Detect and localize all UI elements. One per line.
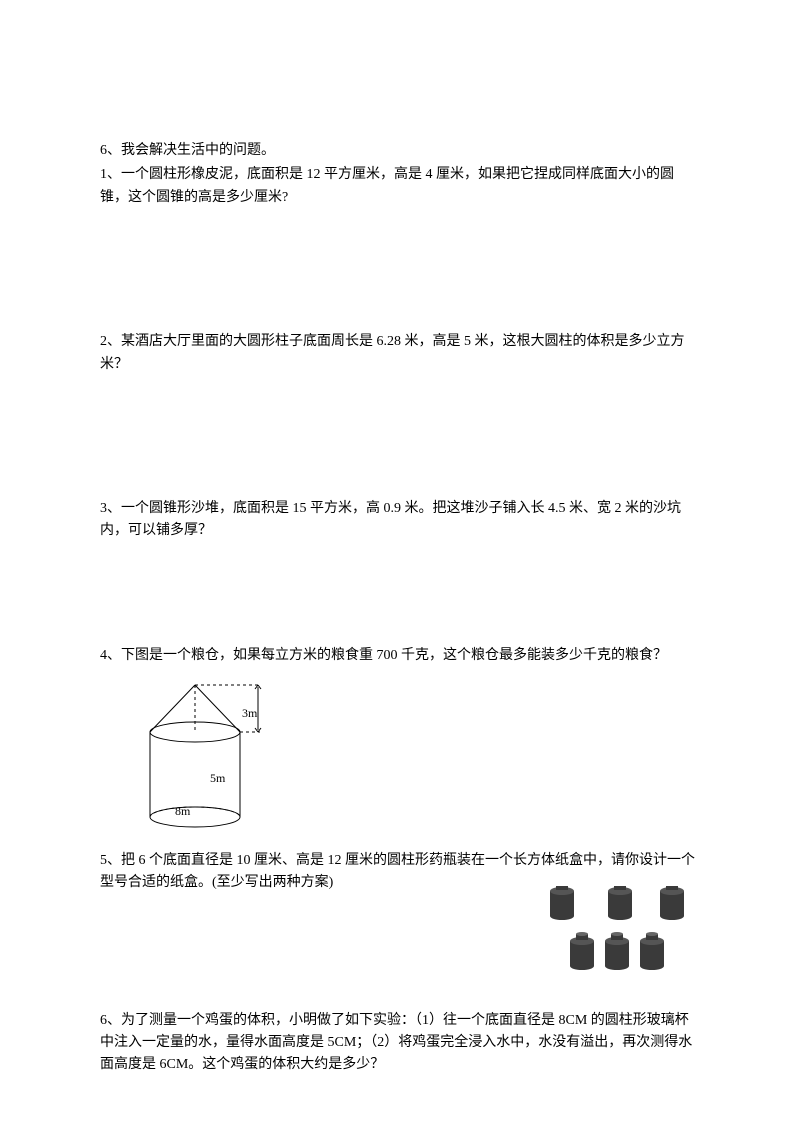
bottle-icon bbox=[660, 886, 684, 920]
question-3: 3、一个圆锥形沙堆，底面积是 15 平方米，高 0.9 米。把这堆沙子铺入长 4… bbox=[100, 498, 700, 543]
silo-diagram: 3m 5m 8m bbox=[130, 677, 700, 845]
cylinder-height-label: 5m bbox=[210, 771, 226, 785]
bottle-icon bbox=[640, 932, 664, 970]
spacer bbox=[100, 378, 700, 498]
bottles-diagram bbox=[540, 886, 690, 989]
spacer bbox=[100, 211, 700, 331]
cone-height-label: 3m bbox=[242, 706, 258, 720]
question-6: 6、为了测量一个鸡蛋的体积，小明做了如下实验：（1）往一个底面直径是 8CM 的… bbox=[100, 1010, 700, 1077]
bottle-icon bbox=[605, 932, 629, 970]
diameter-label: 8m bbox=[175, 804, 191, 818]
bottle-icon bbox=[550, 886, 574, 920]
bottle-icon bbox=[570, 932, 594, 970]
bottle-icon bbox=[608, 886, 632, 920]
spacer bbox=[100, 545, 700, 645]
question-2: 2、某酒店大厅里面的大圆形柱子底面周长是 6.28 米，高是 5 米，这根大圆柱… bbox=[100, 331, 700, 376]
spacer bbox=[100, 990, 700, 1010]
question-4: 4、下图是一个粮仓，如果每立方米的粮食重 700 千克，这个粮仓最多能装多少千克… bbox=[100, 645, 700, 667]
section-title: 6、我会解决生活中的问题。 bbox=[100, 140, 700, 162]
question-1: 1、一个圆柱形橡皮泥，底面积是 12 平方厘米，高是 4 厘米，如果把它捏成同样… bbox=[100, 164, 700, 209]
